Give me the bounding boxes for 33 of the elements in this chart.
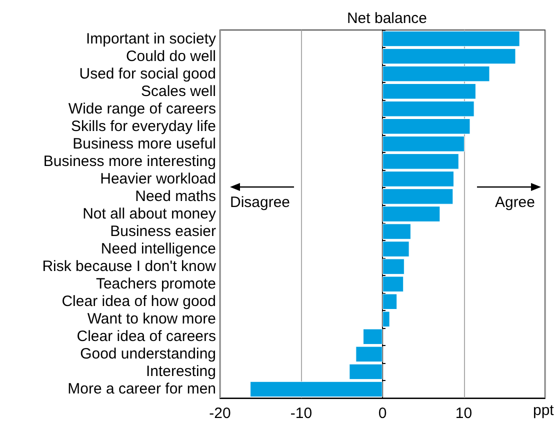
y-tick-label: Wide range of careers xyxy=(68,100,216,118)
y-tick-label: Scales well xyxy=(140,82,216,100)
bar xyxy=(382,30,520,47)
y-tick-label: Teachers promote xyxy=(96,276,216,293)
x-tick-label: -10 xyxy=(290,405,312,421)
y-tick-label: Important in society xyxy=(86,30,216,48)
y-tick-label: Business more useful xyxy=(72,135,216,152)
y-tick-label: Heavier workload xyxy=(100,170,216,188)
bar xyxy=(382,48,516,64)
y-tick-label: Want to know more xyxy=(87,310,216,328)
y-tick-label: Risk because I don't know xyxy=(42,258,216,276)
annotation: Agree xyxy=(494,194,535,212)
y-tick-label: Business easier xyxy=(110,223,216,240)
x-axis-title: ppt xyxy=(533,402,555,419)
bar xyxy=(349,364,382,380)
y-tick-label: Good understanding xyxy=(80,346,216,363)
y-tick-label: Could do well xyxy=(126,48,216,65)
bar xyxy=(250,381,382,398)
y-tick-label: Clear idea of how good xyxy=(62,293,216,310)
y-tick-label: Business more interesting xyxy=(43,152,216,170)
x-tick-label: 10 xyxy=(455,405,472,421)
annotation: Disagree xyxy=(230,194,290,212)
chart-subtitle: Net balance xyxy=(346,10,428,27)
y-tick-label: More a career for men xyxy=(68,380,216,398)
y-tick-label: Skills for everyday life xyxy=(70,118,216,135)
y-tick-label: Used for social good xyxy=(79,65,216,82)
y-tick-label: Need maths xyxy=(135,188,216,205)
y-tick-label: Not all about money xyxy=(82,206,216,222)
y-tick-label: Interesting xyxy=(146,363,216,380)
x-tick-label: -20 xyxy=(209,405,231,421)
x-tick-label: 0 xyxy=(378,405,387,421)
y-tick-label: Need intelligence xyxy=(100,240,216,258)
y-tick-label: Clear idea of careers xyxy=(76,328,216,346)
